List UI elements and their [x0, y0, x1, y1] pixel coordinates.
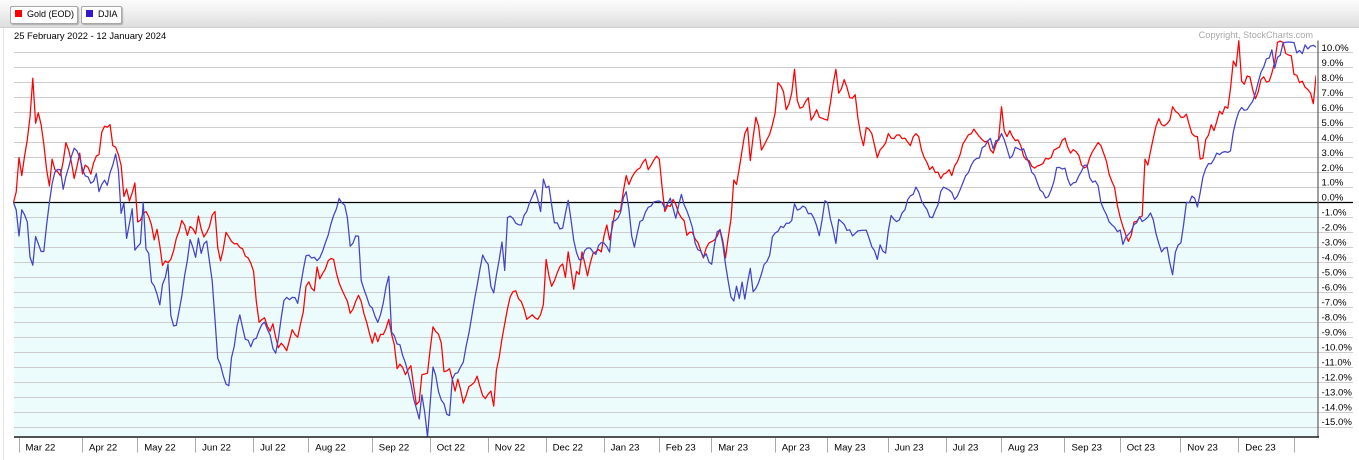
svg-text:Nov 23: Nov 23: [1187, 443, 1217, 454]
svg-text:6.0%: 6.0%: [1322, 103, 1344, 114]
svg-text:-11.0%: -11.0%: [1322, 357, 1352, 368]
svg-text:-6.0%: -6.0%: [1322, 283, 1348, 294]
svg-text:5.0%: 5.0%: [1322, 118, 1344, 129]
svg-text:Jun 22: Jun 22: [202, 443, 231, 454]
svg-text:0.0%: 0.0%: [1322, 193, 1344, 204]
svg-text:-1.0%: -1.0%: [1322, 208, 1348, 219]
svg-text:-15.0%: -15.0%: [1322, 417, 1353, 428]
svg-text:7.0%: 7.0%: [1322, 88, 1344, 99]
svg-text:4.0%: 4.0%: [1322, 133, 1344, 144]
svg-text:-3.0%: -3.0%: [1322, 238, 1348, 249]
svg-text:Jun 23: Jun 23: [895, 443, 924, 454]
svg-text:-10.0%: -10.0%: [1322, 342, 1353, 353]
svg-text:Mar 23: Mar 23: [718, 443, 748, 454]
svg-text:-7.0%: -7.0%: [1322, 298, 1348, 309]
svg-text:May 22: May 22: [144, 443, 175, 454]
svg-text:Sep 23: Sep 23: [1072, 443, 1102, 454]
svg-text:8.0%: 8.0%: [1322, 73, 1344, 84]
svg-text:Jan 23: Jan 23: [611, 443, 640, 454]
svg-text:Sep 22: Sep 22: [379, 443, 409, 454]
svg-text:Apr 22: Apr 22: [89, 443, 117, 454]
svg-text:Aug 22: Aug 22: [315, 443, 345, 454]
svg-text:-4.0%: -4.0%: [1322, 253, 1348, 264]
svg-text:-2.0%: -2.0%: [1322, 223, 1348, 234]
svg-text:2.0%: 2.0%: [1322, 163, 1344, 174]
svg-text:Feb 23: Feb 23: [666, 443, 696, 454]
svg-text:-13.0%: -13.0%: [1322, 387, 1353, 398]
svg-text:Aug 23: Aug 23: [1008, 443, 1038, 454]
svg-text:3.0%: 3.0%: [1322, 148, 1344, 159]
svg-text:May 23: May 23: [834, 443, 865, 454]
svg-text:9.0%: 9.0%: [1322, 58, 1344, 69]
svg-text:1.0%: 1.0%: [1322, 178, 1344, 189]
svg-text:Mar 22: Mar 22: [26, 443, 56, 454]
svg-text:Oct 23: Oct 23: [1127, 443, 1155, 454]
svg-text:Apr 23: Apr 23: [782, 443, 810, 454]
svg-text:Oct 22: Oct 22: [437, 443, 465, 454]
svg-text:Dec 22: Dec 22: [553, 443, 583, 454]
svg-text:Dec 23: Dec 23: [1245, 443, 1275, 454]
svg-text:-8.0%: -8.0%: [1322, 313, 1348, 324]
svg-text:-9.0%: -9.0%: [1322, 327, 1348, 338]
svg-text:Jul 22: Jul 22: [260, 443, 286, 454]
svg-text:-5.0%: -5.0%: [1322, 268, 1348, 279]
svg-text:Nov 22: Nov 22: [495, 443, 525, 454]
svg-text:10.0%: 10.0%: [1322, 43, 1350, 54]
svg-text:-14.0%: -14.0%: [1322, 402, 1353, 413]
svg-text:Jul 23: Jul 23: [953, 443, 979, 454]
svg-text:-12.0%: -12.0%: [1322, 372, 1353, 383]
